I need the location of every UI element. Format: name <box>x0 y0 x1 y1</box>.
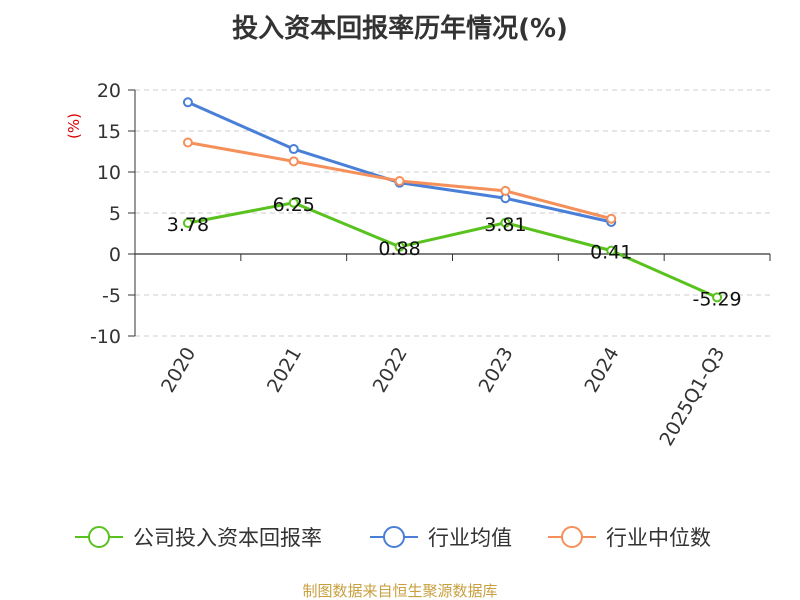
series-line <box>187 100 612 224</box>
data-point <box>500 217 511 228</box>
y-tick-label: 20 <box>97 80 121 102</box>
data-label: 0.41 <box>590 242 632 264</box>
x-tick-label: 2024 <box>580 344 623 397</box>
x-tick-label: 2022 <box>369 344 412 397</box>
data-point <box>394 241 405 252</box>
data-label: 3.81 <box>484 214 526 236</box>
data-point <box>712 292 723 303</box>
chart-title: 投入资本回报率历年情况(%) <box>232 14 568 44</box>
y-tick-label: -5 <box>102 285 121 307</box>
legend-marker <box>88 526 110 548</box>
y-tick-label: 5 <box>109 203 121 225</box>
legend[interactable]: 公司投入资本回报率 行业均值 行业中位数 <box>75 526 711 550</box>
x-tick-label: 2021 <box>263 344 306 397</box>
legend-label: 行业均值 <box>428 526 512 550</box>
grid-lines <box>128 89 770 337</box>
legend-item[interactable]: 行业均值 <box>370 526 512 550</box>
x-tick-label: 2023 <box>475 344 518 397</box>
legend-marker <box>383 526 405 548</box>
series-line <box>187 201 718 299</box>
y-tick-label: 0 <box>109 244 121 266</box>
y-tick-label: 10 <box>97 162 121 184</box>
axes <box>134 90 771 336</box>
source-note: 制图数据来自恒生聚源数据库 <box>302 582 497 600</box>
data-label: 6.25 <box>273 194 315 216</box>
y-tick-label: 15 <box>97 121 121 143</box>
legend-marker <box>561 526 583 548</box>
data-point <box>288 156 299 167</box>
data-point <box>606 213 617 224</box>
y-tick-label: -10 <box>90 326 121 348</box>
data-label: -5.29 <box>692 288 741 310</box>
x-tick-labels: 2020 2021 2022 2023 2024 2025Q1-Q3 <box>157 344 729 450</box>
legend-item[interactable]: 公司投入资本回报率 <box>75 526 322 550</box>
data-label: 3.78 <box>167 214 209 236</box>
data-point <box>288 144 299 155</box>
x-tick-label: 2025Q1-Q3 <box>655 344 729 450</box>
data-point <box>288 197 299 208</box>
legend-label: 行业中位数 <box>606 526 711 550</box>
y-tick-labels: 20 15 10 5 0 -5 -10 <box>90 80 121 348</box>
data-point <box>606 245 617 256</box>
data-point <box>182 137 193 148</box>
data-point <box>182 97 193 108</box>
data-point <box>394 176 405 187</box>
legend-label: 公司投入资本回报率 <box>133 526 322 550</box>
legend-item[interactable]: 行业中位数 <box>548 526 711 550</box>
data-label: 0.88 <box>378 238 420 260</box>
data-labels: 3.78 6.25 0.88 3.81 0.41 -5.29 <box>167 194 742 311</box>
y-axis-label: (%) <box>65 113 83 139</box>
data-point <box>182 218 193 229</box>
series-lines <box>182 97 723 303</box>
data-point <box>500 185 511 196</box>
x-tick-label: 2020 <box>157 344 200 397</box>
